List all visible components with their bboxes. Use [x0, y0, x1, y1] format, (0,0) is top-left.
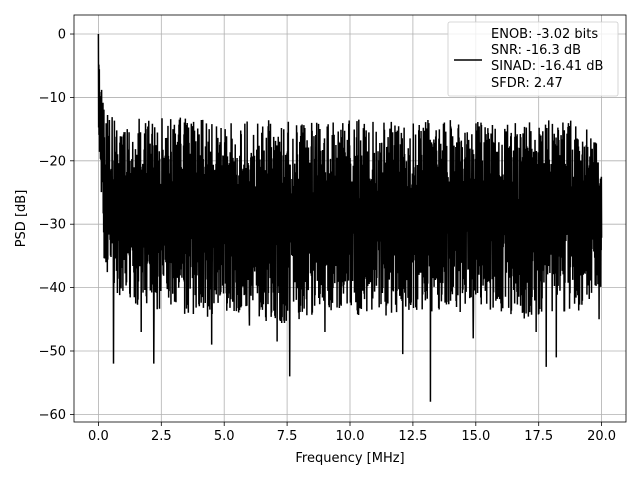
legend-sinad: SINAD: -16.41 dB	[491, 59, 603, 74]
x-tick-label: 12.5	[398, 429, 427, 444]
x-tick-label: 20.0	[587, 429, 616, 444]
y-tick-label: 0	[58, 28, 66, 43]
legend-sfdr: SFDR: 2.47	[491, 76, 563, 91]
x-tick-label: 7.5	[277, 429, 298, 444]
x-tick-label: 15.0	[461, 429, 490, 444]
x-tick-label: 5.0	[214, 429, 235, 444]
x-tick-label: 2.5	[151, 429, 172, 444]
legend-snr: SNR: -16.3 dB	[491, 43, 581, 58]
y-axis-label: PSD [dB]	[14, 190, 29, 248]
x-tick-label: 0.0	[88, 429, 109, 444]
legend: ENOB: -3.02 bits SNR: -16.3 dB SINAD: -1…	[447, 21, 619, 97]
legend-box	[447, 21, 619, 97]
x-axis-label: Frequency [MHz]	[295, 451, 404, 466]
psd-trace	[97, 34, 603, 402]
y-tick-label: −50	[39, 344, 66, 359]
y-tick-label: −30	[39, 218, 66, 233]
y-tick-label: −40	[39, 281, 66, 296]
y-tick-label: −60	[39, 408, 66, 423]
axis-ticks: 0.0 2.5 5.0 7.5 10.0 12.5 15.0 17.5 20.0 0 −10 −20 −…	[39, 28, 617, 444]
x-tick-label: 10.0	[336, 429, 365, 444]
x-tick-label: 17.5	[524, 429, 553, 444]
y-tick-label: −20	[39, 154, 66, 169]
legend-enob: ENOB: -3.02 bits	[491, 27, 598, 42]
y-tick-label: −10	[39, 91, 66, 106]
psd-series-line	[97, 34, 603, 402]
